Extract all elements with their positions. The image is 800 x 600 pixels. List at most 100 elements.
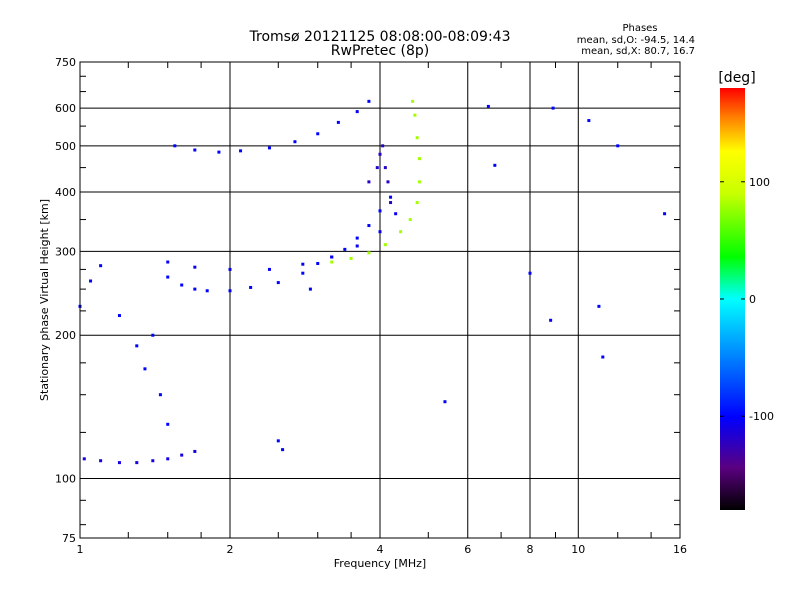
data-point [308,287,312,291]
data-point [383,166,387,170]
data-point [193,449,197,453]
data-point [378,209,382,213]
colorbar-tick-label: 0 [749,293,756,306]
colorbar-tick-label: -100 [749,410,774,423]
x-tick-label: 4 [377,543,384,556]
data-point [228,289,232,293]
colorbar: [deg] 100 0 -100 [718,70,774,510]
data-point [249,285,253,289]
grid-lines [80,62,680,538]
data-point [389,201,393,205]
data-point [239,149,243,153]
data-point [383,243,387,247]
data-point [551,106,555,110]
chart-subtitle: RwPretec (8p) [331,43,429,59]
data-point [408,218,412,222]
data-point [663,212,667,216]
data-point [399,230,403,234]
data-point [293,140,297,144]
data-point [616,144,620,148]
data-point [367,180,371,184]
data-point [135,461,139,465]
data-point [415,136,419,140]
data-point [180,283,184,287]
data-point [336,120,340,124]
x-tick-label: 10 [571,543,585,556]
y-tick-label: 300 [55,245,76,258]
data-point [193,265,197,269]
data-point [151,333,155,337]
minor-ticks [80,62,680,538]
data-point [413,113,417,117]
colorbar-gradient [720,88,745,510]
colorbar-label: [deg] [718,70,755,86]
y-tick-label: 100 [55,473,76,486]
data-point [587,119,591,123]
data-point [378,230,382,234]
data-point [375,166,379,170]
plot-frame [79,61,681,539]
y-tick-label: 500 [55,140,76,153]
data-point [316,132,320,136]
data-point [493,163,497,167]
colorbar-ticks: 100 0 -100 [720,176,774,423]
data-point [99,264,103,268]
data-point [301,262,305,266]
y-tick-label: 600 [55,102,76,115]
x-tick-label: 6 [464,543,471,556]
data-point [355,244,359,248]
data-point [135,344,139,348]
data-point [597,304,601,308]
data-point [89,279,93,283]
data-point [389,195,393,199]
data-point [166,275,170,279]
data-point [415,201,419,205]
data-point [486,104,490,108]
data-point [99,459,103,463]
data-point [394,212,398,216]
data-point [355,110,359,114]
data-point [158,393,162,397]
x-tick-label: 2 [227,543,234,556]
y-tick-labels: 75 100 200 300 400 500 600 750 [55,56,76,545]
data-point [281,448,285,452]
data-point [386,180,390,184]
data-point [166,260,170,264]
data-point [355,236,359,240]
stats-line-o: mean, sd,O: -94.5, 14.4 [577,35,695,46]
data-point [349,256,353,260]
data-point [381,144,385,148]
data-point [143,367,147,371]
data-point [193,287,197,291]
x-tick-label: 16 [673,543,687,556]
y-tick-label: 75 [62,532,76,545]
data-point [82,457,86,461]
data-point [117,314,121,318]
data-point [330,255,334,259]
stats-line-x: mean, sd,X: 80.7, 16.7 [581,46,695,57]
data-point [267,267,271,271]
chart-title: Tromsø 20121125 08:08:00-08:09:43 [249,29,511,45]
y-tick-label: 200 [55,329,76,342]
data-point [193,148,197,152]
x-axis-label: Frequency [MHz] [334,557,426,570]
y-tick-label: 750 [55,56,76,69]
data-point [276,439,280,443]
data-point [217,150,221,154]
data-point [378,152,382,156]
x-tick-label: 1 [77,543,84,556]
data-point [276,281,280,285]
y-tick-label: 400 [55,186,76,199]
data-point [549,318,553,322]
data-point [330,260,334,264]
data-point [205,289,209,293]
data-point [228,267,232,271]
data-point [417,180,421,184]
data-point [173,144,177,148]
data-point [166,457,170,461]
y-axis-label: Stationary phase Virtual Height [km] [38,199,51,401]
x-tick-labels: 1 2 4 6 8 10 16 [77,543,688,556]
data-point [367,99,371,103]
data-point [343,247,347,251]
stats-box: Phases mean, sd,O: -94.5, 14.4 mean, sd,… [577,23,695,57]
